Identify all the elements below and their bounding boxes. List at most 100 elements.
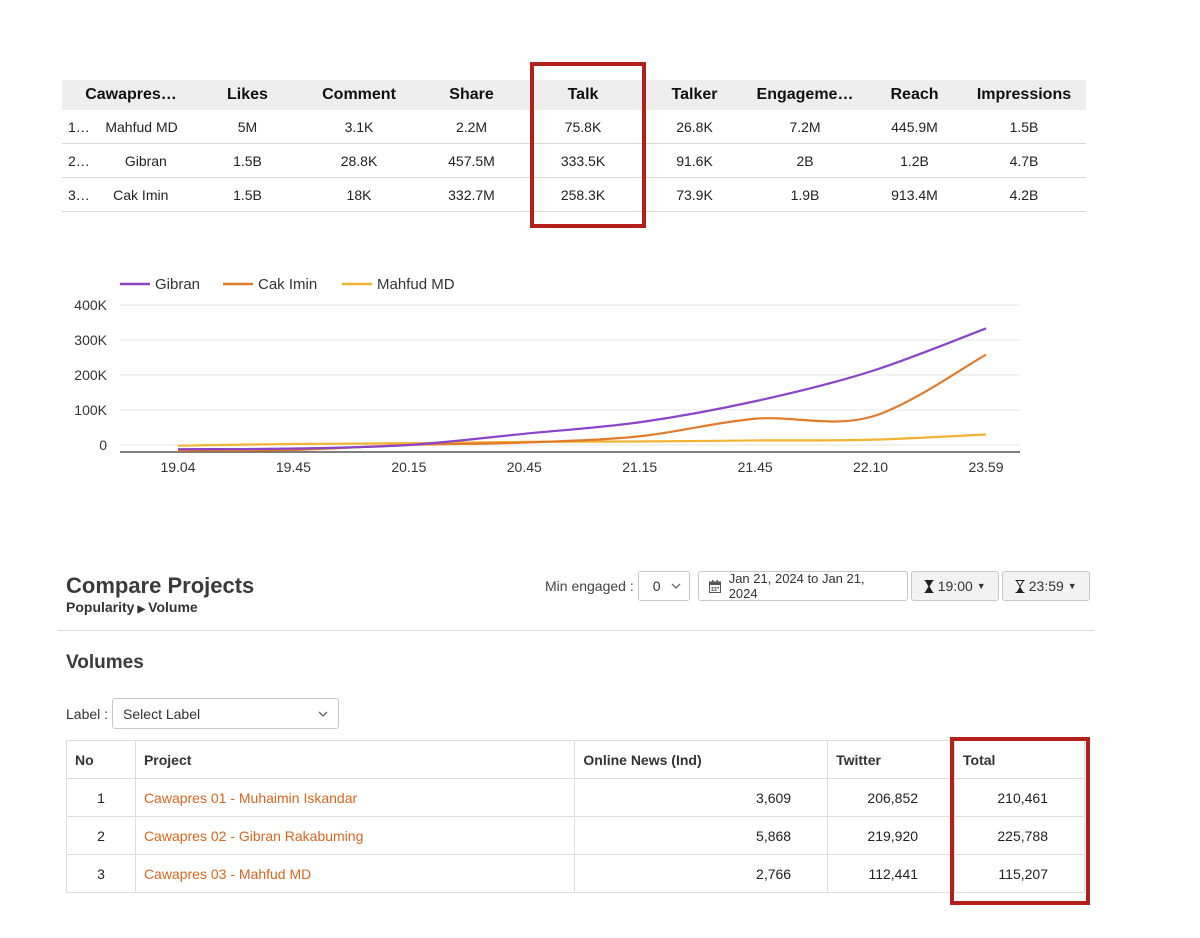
label-filter: Label : Select Label [66, 698, 340, 729]
talker-cell: 91.6K [646, 143, 743, 178]
breadcrumb-volume[interactable]: Volume [148, 599, 198, 615]
date-range-value: Jan 21, 2024 to Jan 21, 2024 [728, 571, 865, 601]
cawapres-cell: 1… Mahfud MD [62, 110, 200, 144]
page-title: Compare Projects [66, 573, 255, 598]
min-engaged-value: 0 [652, 578, 661, 594]
y-tick-label: 200K [74, 367, 107, 383]
volumes-table: No Project Online News (Ind) Twitter Tot… [66, 740, 1085, 893]
table-row: 3 Cawapres 03 - Mahfud MD 2,766 112,441 … [66, 854, 1085, 893]
talk-cell: 258.3K [520, 177, 646, 212]
series-line-gibran [177, 327, 987, 451]
legend-label: Cak Imin [258, 276, 317, 293]
reach-cell: 445.9M [867, 110, 962, 144]
reach-cell: 913.4M [867, 177, 962, 212]
chevron-down-icon [318, 711, 328, 717]
x-axis: 19.04 19.45 20.15 20.45 21.15 21.45 22.10 23.59 [160, 459, 1003, 475]
col-project[interactable]: Project [134, 740, 576, 779]
hourglass-start-icon [924, 579, 934, 593]
min-engaged-select[interactable]: 0 [637, 571, 690, 601]
total-cell: 225,788 [954, 816, 1085, 855]
cawapres-cell: 2… Gibran [62, 143, 200, 178]
no-cell: 3 [66, 854, 136, 893]
table-row: 1… Mahfud MD 5M 3.1K 2.2M 75.8K 26.8K 7.… [62, 110, 1086, 144]
likes-cell: 1.5B [200, 177, 295, 212]
col-no[interactable]: No [66, 740, 136, 779]
caret-down-icon: ▼ [1067, 581, 1077, 591]
x-tick-label: 21.45 [738, 459, 773, 475]
hourglass-end-icon [1015, 579, 1025, 593]
impressions-cell: 4.2B [962, 177, 1086, 212]
col-talker[interactable]: Talker [646, 80, 743, 110]
col-online-news[interactable]: Online News (Ind) [574, 740, 829, 779]
col-share[interactable]: Share [423, 80, 520, 110]
y-tick-label: 300K [74, 332, 107, 348]
col-comment[interactable]: Comment [295, 80, 423, 110]
total-cell: 210,461 [954, 778, 1085, 817]
x-tick-label: 19.45 [276, 459, 311, 475]
col-twitter[interactable]: Twitter [827, 740, 956, 779]
x-tick-label: 19.04 [160, 459, 195, 475]
metrics-table: Cawapres… Likes Comment Share Talk Talke… [62, 80, 1086, 212]
legend-label: Gibran [155, 276, 200, 293]
table-row: 1 Cawapres 01 - Muhaimin Iskandar 3,609 … [66, 778, 1085, 817]
x-tick-label: 20.15 [391, 459, 426, 475]
col-total[interactable]: Total [954, 740, 1085, 779]
online-news-cell: 5,868 [574, 816, 829, 855]
project-cell: Cawapres 01 - Muhaimin Iskandar [134, 778, 576, 817]
label-select[interactable]: Select Label [112, 698, 340, 729]
label-filter-label: Label : [66, 705, 109, 722]
row-index: 3… [68, 186, 90, 203]
project-link[interactable]: Cawapres 01 - Muhaimin Iskandar [143, 789, 358, 806]
section-divider [58, 630, 1094, 631]
cawapres-cell: 3… Cak Imin [62, 177, 200, 212]
y-tick-label: 400K [74, 297, 107, 313]
table-row: 3… Cak Imin 1.5B 18K 332.7M 258.3K 73.9K… [62, 177, 1086, 212]
engagement-cell: 7.2M [743, 110, 867, 144]
impressions-cell: 1.5B [962, 110, 1086, 144]
breadcrumb-popularity[interactable]: Popularity [66, 599, 135, 615]
no-cell: 2 [66, 816, 136, 855]
series-line-mahfud-md [177, 433, 987, 447]
x-tick-label: 23.59 [968, 459, 1003, 475]
table-row: 2 Cawapres 02 - Gibran Rakabuming 5,868 … [66, 816, 1085, 855]
col-engagement[interactable]: Engageme… [743, 80, 867, 110]
start-time-value: 19:00 [937, 578, 973, 594]
x-tick-label: 20.45 [507, 459, 542, 475]
comment-cell: 18K [295, 177, 423, 212]
no-cell: 1 [66, 778, 136, 817]
engagement-cell: 1.9B [743, 177, 867, 212]
chevron-down-icon [671, 583, 681, 589]
project-link[interactable]: Cawapres 02 - Gibran Rakabuming [143, 827, 364, 844]
project-link[interactable]: Cawapres 03 - Mahfud MD [143, 865, 312, 882]
breadcrumb: Popularity ▶ Volume [66, 599, 198, 615]
impressions-cell: 4.7B [962, 143, 1086, 178]
start-time-button[interactable]: 19:00 ▼ [910, 571, 999, 601]
share-cell: 332.7M [423, 177, 520, 212]
talker-cell: 26.8K [646, 110, 743, 144]
col-likes[interactable]: Likes [200, 80, 295, 110]
y-tick-label: 100K [74, 402, 107, 418]
min-engaged-label: Min engaged : [545, 578, 634, 594]
chart-legend: Gibran Cak Imin Mahfud MD [120, 276, 455, 293]
engagement-cell: 2B [743, 143, 867, 178]
x-tick-label: 22.10 [853, 459, 888, 475]
col-impressions[interactable]: Impressions [962, 80, 1086, 110]
filter-bar: Min engaged : 0 Jan 21, 2024 to Jan 21, … [545, 570, 1090, 602]
series-line-cak-imin [177, 353, 987, 452]
likes-cell: 1.5B [200, 143, 295, 178]
date-range-input[interactable]: Jan 21, 2024 to Jan 21, 2024 [697, 571, 908, 601]
col-talk[interactable]: Talk [520, 80, 646, 110]
end-time-button[interactable]: 23:59 ▼ [1001, 571, 1090, 601]
row-name: Mahfud MD [105, 118, 178, 135]
total-cell: 115,207 [954, 854, 1085, 893]
caret-down-icon: ▼ [976, 581, 986, 591]
comment-cell: 3.1K [295, 110, 423, 144]
col-reach[interactable]: Reach [867, 80, 962, 110]
share-cell: 2.2M [423, 110, 520, 144]
table-row: 2… Gibran 1.5B 28.8K 457.5M 333.5K 91.6K… [62, 143, 1086, 178]
row-index: 1… [68, 118, 90, 135]
row-name: Gibran [124, 152, 167, 169]
twitter-cell: 219,920 [827, 816, 956, 855]
col-cawapres[interactable]: Cawapres… [62, 80, 200, 110]
talker-cell: 73.9K [646, 177, 743, 212]
